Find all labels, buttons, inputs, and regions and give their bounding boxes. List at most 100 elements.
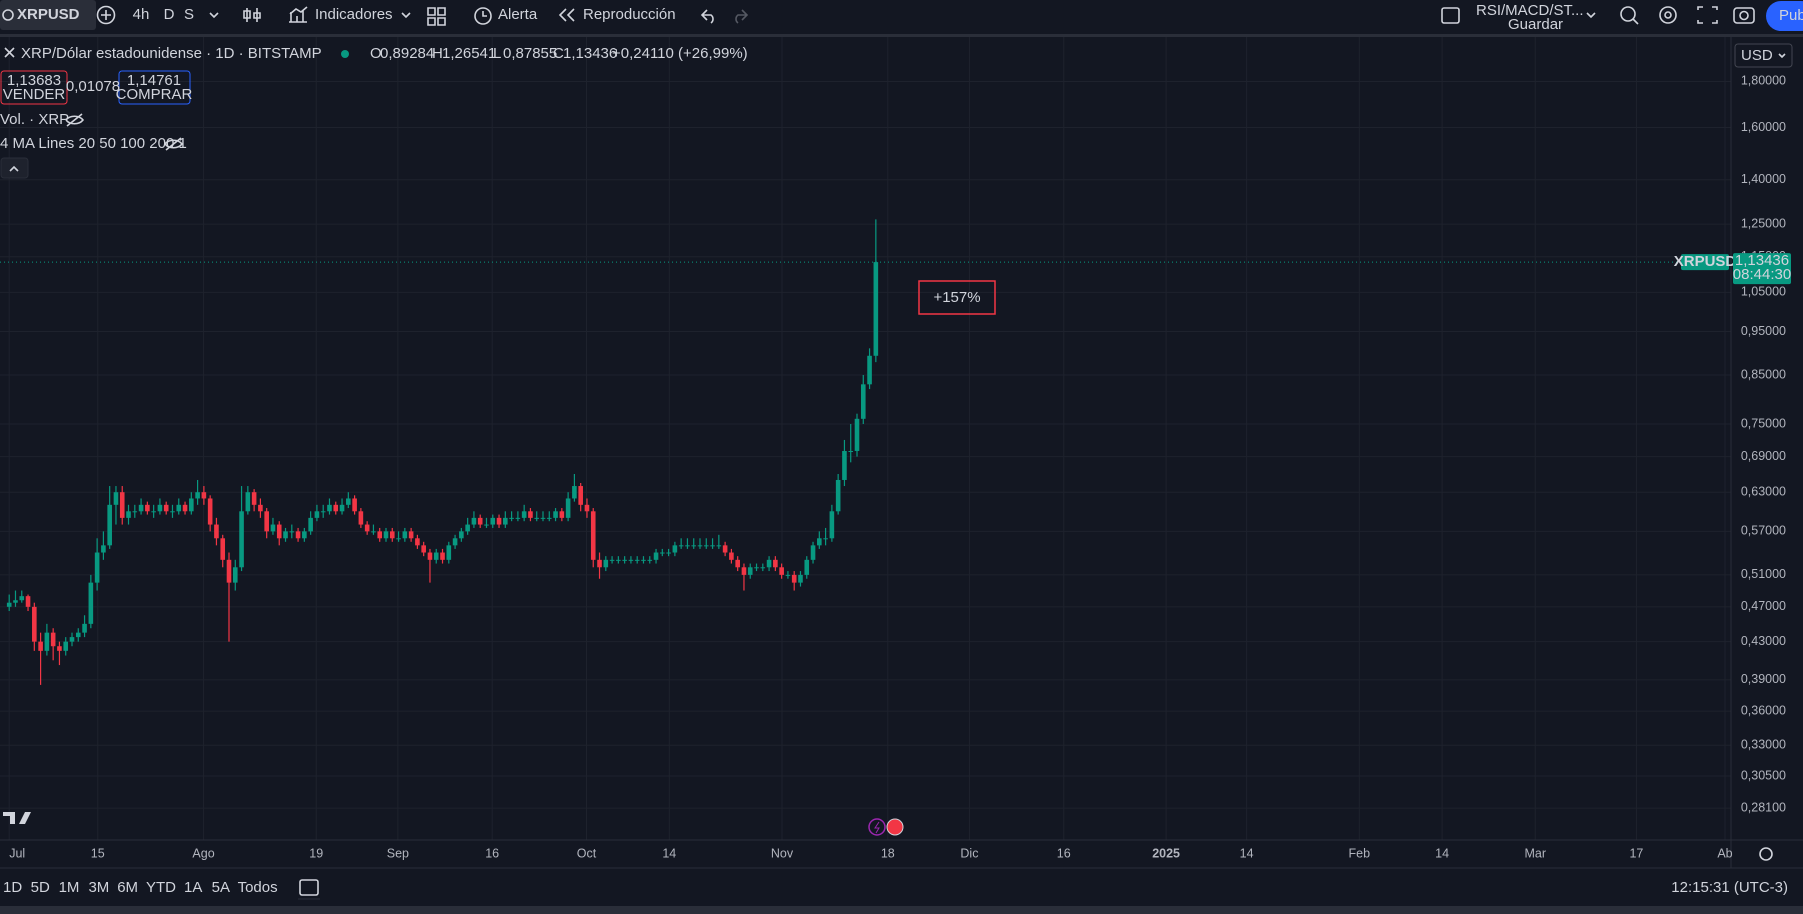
- candle-body: [402, 531, 408, 539]
- candle-body: [389, 531, 395, 539]
- quick-search[interactable]: [1620, 6, 1636, 22]
- candle-body: [364, 524, 370, 532]
- range-button[interactable]: 5D: [31, 879, 50, 896]
- range-button[interactable]: Todos: [238, 879, 278, 896]
- symbol-search[interactable]: [0, 0, 96, 30]
- candle-body: [226, 559, 232, 583]
- candle-body: [440, 552, 445, 560]
- economic-event[interactable]: [886, 818, 904, 836]
- candle-body: [773, 559, 778, 568]
- range-button[interactable]: 1D: [3, 879, 22, 896]
- replay-icon[interactable]: [558, 8, 575, 22]
- buy-button[interactable]: [118, 70, 191, 105]
- interval-button[interactable]: S: [184, 6, 194, 23]
- candle-body: [459, 531, 464, 539]
- candle-body: [578, 486, 583, 505]
- candle-body: [823, 538, 828, 540]
- range-button[interactable]: 1M: [59, 879, 80, 896]
- snapshot-lens: [1739, 10, 1749, 21]
- candle-body: [496, 517, 502, 525]
- range-button[interactable]: YTD: [146, 879, 176, 896]
- x-tick-label: 2025: [1152, 846, 1180, 860]
- indicators-icon[interactable]: [289, 6, 308, 23]
- candle-body: [672, 545, 678, 553]
- candle-body: [628, 559, 634, 561]
- y-tick-label: 0,39000: [1741, 672, 1786, 686]
- interval-button[interactable]: D: [164, 6, 175, 23]
- compare-button[interactable]: [96, 5, 116, 25]
- ohlc-label: O: [370, 45, 382, 62]
- candle-body: [383, 531, 389, 539]
- candle-body: [867, 355, 872, 385]
- settings-button[interactable]: [1659, 6, 1677, 24]
- x-tick-label: Sep: [387, 846, 409, 860]
- event-marker[interactable]: [868, 818, 886, 836]
- range-button[interactable]: 3M: [88, 879, 109, 896]
- indicators-button[interactable]: Indicadores: [315, 6, 393, 23]
- ohlc-value: 1,26541: [442, 45, 496, 62]
- legend-change: +0,24110 (+26,99%): [612, 45, 748, 62]
- templates-button[interactable]: [427, 7, 446, 26]
- event-bolt: [874, 821, 880, 834]
- currency-selector[interactable]: [1734, 43, 1793, 68]
- candle-body: [528, 511, 533, 518]
- candle-body: [232, 567, 238, 583]
- indicators-dropdown[interactable]: [401, 12, 411, 19]
- y-tick-label: 0,51000: [1741, 567, 1786, 581]
- candle-body: [63, 641, 69, 651]
- snapshot-button[interactable]: [1733, 7, 1755, 24]
- candle-body: [798, 574, 803, 583]
- chart-type-button[interactable]: [243, 8, 261, 22]
- candle-body: [685, 545, 690, 547]
- candle-body: [176, 504, 182, 512]
- candle-body: [88, 582, 94, 624]
- x-tick-label: 16: [485, 846, 499, 860]
- candle-body: [214, 524, 219, 539]
- date-range-button[interactable]: [299, 879, 319, 896]
- close-legend[interactable]: [4, 47, 15, 58]
- candle-body: [75, 632, 81, 638]
- ohlc-label: H: [432, 45, 443, 62]
- alert-icon[interactable]: [474, 7, 492, 25]
- interval-button[interactable]: 4h: [133, 6, 150, 23]
- alert-icon-hand: [482, 11, 487, 17]
- x-tick-label: 14: [1240, 846, 1254, 860]
- ohlc-label: C: [553, 45, 564, 62]
- candle-body: [251, 492, 257, 505]
- sell-button[interactable]: [0, 70, 68, 105]
- candle-body: [6, 602, 12, 607]
- alert-button[interactable]: Alerta: [498, 6, 538, 23]
- publish-label[interactable]: Pub: [1779, 7, 1803, 24]
- y-tick-label: 0,33000: [1741, 738, 1786, 752]
- candle-body: [521, 511, 527, 518]
- candle-body: [295, 531, 301, 539]
- y-tick-label: 0,69000: [1741, 449, 1786, 463]
- candle-body: [854, 418, 860, 451]
- candle-body: [239, 511, 244, 568]
- range-button[interactable]: 5A: [212, 879, 230, 896]
- layout-button[interactable]: [1441, 7, 1460, 24]
- price-tag-countdown: 08:44:30: [1733, 266, 1791, 283]
- redo-button[interactable]: [735, 9, 749, 24]
- range-button[interactable]: 6M: [117, 879, 138, 896]
- candle-body: [760, 567, 766, 569]
- candle-body: [69, 637, 75, 642]
- hide-volume[interactable]: [65, 113, 85, 127]
- candle-body: [534, 517, 540, 519]
- undo-button[interactable]: [700, 9, 714, 24]
- candle-body: [270, 524, 276, 532]
- replay-button[interactable]: Reproducción: [583, 6, 676, 23]
- hide-ma[interactable]: [164, 137, 184, 151]
- time-axis-settings[interactable]: [1759, 847, 1773, 861]
- layout-dropdown[interactable]: [1586, 12, 1596, 19]
- interval-dropdown[interactable]: [209, 12, 219, 19]
- publish-button[interactable]: [1766, 1, 1803, 31]
- candle-body: [842, 450, 847, 480]
- fullscreen-button[interactable]: [1697, 6, 1718, 24]
- candle-body: [201, 492, 207, 499]
- candle-body: [408, 531, 414, 539]
- x-tick-label: 14: [1435, 846, 1449, 860]
- candle-body: [766, 559, 772, 568]
- candle-body: [616, 559, 621, 561]
- range-button[interactable]: 1A: [184, 879, 202, 896]
